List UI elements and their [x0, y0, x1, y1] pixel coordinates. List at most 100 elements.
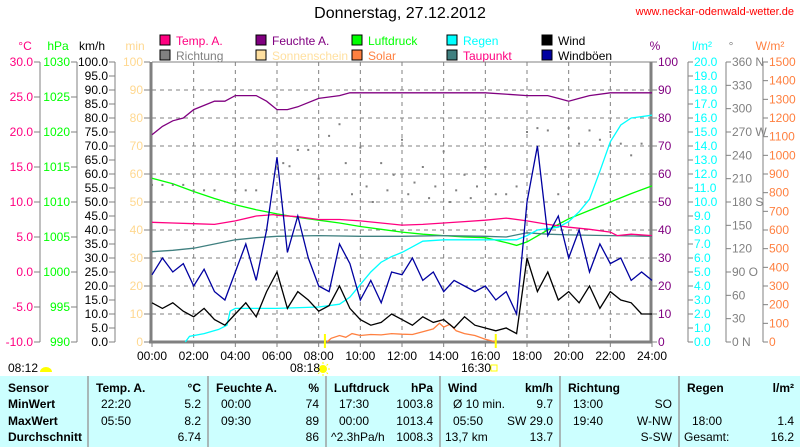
table-column-temp-a: Temp. A. °C 22:20 5.2 05:50 8.2 6.74	[87, 376, 207, 447]
y-tick-label: 30.0	[10, 55, 34, 69]
legend-swatch	[159, 34, 171, 46]
cell-value: SW 29.0	[506, 414, 553, 428]
direction-point	[505, 193, 508, 196]
cell-time: ^2.3hPa/h	[331, 430, 385, 444]
direction-point	[359, 146, 362, 149]
cell-value: SO	[654, 397, 672, 411]
y-tick-label: 80.0	[85, 111, 109, 125]
y-tick-label: 990	[50, 335, 70, 349]
y-tick-label: 90 O	[732, 265, 758, 279]
y-tick-label: 1000	[769, 148, 796, 162]
direction-point	[213, 189, 216, 192]
direction-point	[413, 181, 416, 184]
direction-point	[380, 162, 383, 165]
x-tick-label: 20:00	[554, 349, 584, 363]
column-unit: l/m²	[772, 381, 794, 395]
cell-value: 9.7	[536, 397, 553, 411]
y-tick-label: 70	[658, 139, 672, 153]
y-tick-label: 10	[658, 307, 672, 321]
sunrise-icon	[40, 367, 52, 372]
y-tick-label: 14.0	[694, 139, 718, 153]
y-tick-label: 55.0	[85, 181, 109, 195]
direction-point	[494, 193, 497, 196]
y-tick-label: 5.0	[91, 321, 108, 335]
legend-swatch	[446, 49, 458, 61]
table-column-wind: Wind km/h Ø 10 min. 9.7 05:50 SW 29.0 13,7 km 1…	[439, 376, 559, 447]
x-tick-label: 22:00	[595, 349, 625, 363]
cell-value: 1.4	[777, 414, 794, 428]
sun-icon	[319, 365, 327, 373]
y-tick-label: 100	[123, 55, 143, 69]
direction-point	[392, 173, 395, 176]
column-unit: km/h	[524, 381, 553, 395]
legend-label: Regen	[463, 34, 498, 48]
y-tick-label: 150	[732, 218, 752, 232]
y-tick-label: 210	[732, 172, 752, 186]
column-header: Temp. A.	[96, 381, 146, 395]
y-tick-label: 700	[769, 204, 789, 218]
cell-time: 22:20	[101, 397, 132, 411]
cell-value: 89	[305, 414, 319, 428]
direction-point	[463, 173, 466, 176]
legend-label: Wind	[558, 34, 585, 48]
table-column-luftdruck: Luftdruck hPa 17:30 1003.8 00:00 1013.4 ^2.3hP…	[325, 376, 439, 447]
table-column-feuchte-a: Feuchte A.% 00:00 74 09:30 89 86	[207, 376, 325, 447]
y-tick-label: 1015	[43, 160, 70, 174]
y-axis-unit-press: hPa	[47, 39, 69, 53]
y-tick-label: 30	[658, 251, 672, 265]
y-tick-label: 40	[658, 223, 672, 237]
legend-label: Sonnenschein	[272, 49, 348, 63]
x-tick-label: 14:00	[429, 349, 459, 363]
cell-value: 8.2	[184, 414, 201, 428]
table-column-regen: Regen l/m² 18:00 1.4 Gesamt: 16.2	[678, 376, 800, 447]
y-tick-label: 5.0	[16, 230, 33, 244]
legend-swatch	[541, 49, 553, 61]
direction-point	[526, 131, 528, 133]
y-tick-label: 100	[769, 316, 789, 330]
cell-time: 00:00	[221, 397, 252, 411]
sun-ray	[317, 363, 320, 366]
y-tick-label: 600	[769, 223, 789, 237]
y-tick-label: 45.0	[85, 209, 109, 223]
y-tick-label: 1030	[43, 55, 70, 69]
y-tick-label: 30	[732, 312, 746, 326]
cell-time: Gesamt:	[684, 430, 730, 444]
series-temp-a	[151, 213, 653, 237]
y-tick-label: 35.0	[85, 237, 109, 251]
direction-point	[244, 189, 247, 192]
y-tick-label: 2.0	[694, 307, 711, 321]
legend-swatch	[446, 34, 458, 46]
y-tick-label: 11.0	[694, 181, 717, 195]
cell-value: 6.74	[177, 430, 201, 444]
y-tick-label: 90	[130, 83, 144, 97]
legend-swatch	[351, 34, 363, 46]
sunrise-time: 08:12	[8, 361, 39, 375]
series-wind	[151, 257, 652, 335]
direction-point	[484, 166, 487, 168]
direction-point	[288, 165, 291, 168]
direction-point	[546, 129, 549, 132]
direction-point	[296, 148, 299, 151]
y-tick-label: 10.0	[85, 307, 109, 321]
y-tick-label: 330	[732, 78, 752, 92]
direction-point	[371, 201, 374, 203]
cell-value: 5.2	[184, 397, 201, 411]
series-windböen	[151, 145, 653, 317]
sun-ray	[326, 372, 329, 375]
y-tick-label: 50.0	[85, 195, 109, 209]
y-tick-label: 10.0	[10, 195, 34, 209]
y-tick-label: 360 N	[732, 55, 764, 69]
y-tick-label: 25.0	[10, 90, 34, 104]
column-unit: %	[308, 381, 319, 395]
y-tick-label: 70.0	[85, 139, 109, 153]
x-tick-label: 02:00	[179, 349, 209, 363]
direction-point	[588, 129, 591, 132]
x-tick-label: 04:00	[220, 349, 250, 363]
website-link[interactable]: www.neckar-odenwald-wetter.de	[635, 6, 794, 18]
y-tick-label: 5.0	[694, 265, 711, 279]
y-tick-label: 120	[732, 242, 752, 256]
direction-point	[434, 185, 437, 188]
row-label: MinWert	[8, 397, 56, 411]
y-tick-label: 60.0	[85, 167, 109, 181]
y-tick-label: 1400	[769, 74, 796, 88]
